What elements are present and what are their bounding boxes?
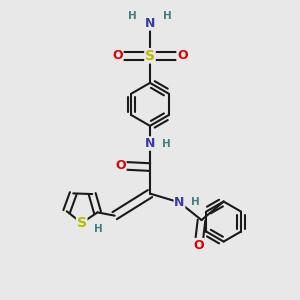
Text: N: N [174,196,184,209]
Text: H: H [162,139,171,148]
Text: H: H [191,197,200,207]
Text: H: H [128,11,137,21]
Text: H: H [163,11,172,21]
Text: H: H [94,224,103,234]
Text: S: S [145,49,155,63]
Text: N: N [145,137,155,150]
Text: O: O [177,49,188,62]
Text: O: O [193,238,204,252]
Text: O: O [115,159,126,172]
Text: N: N [145,17,155,30]
Text: S: S [77,216,87,230]
Text: O: O [112,49,123,62]
